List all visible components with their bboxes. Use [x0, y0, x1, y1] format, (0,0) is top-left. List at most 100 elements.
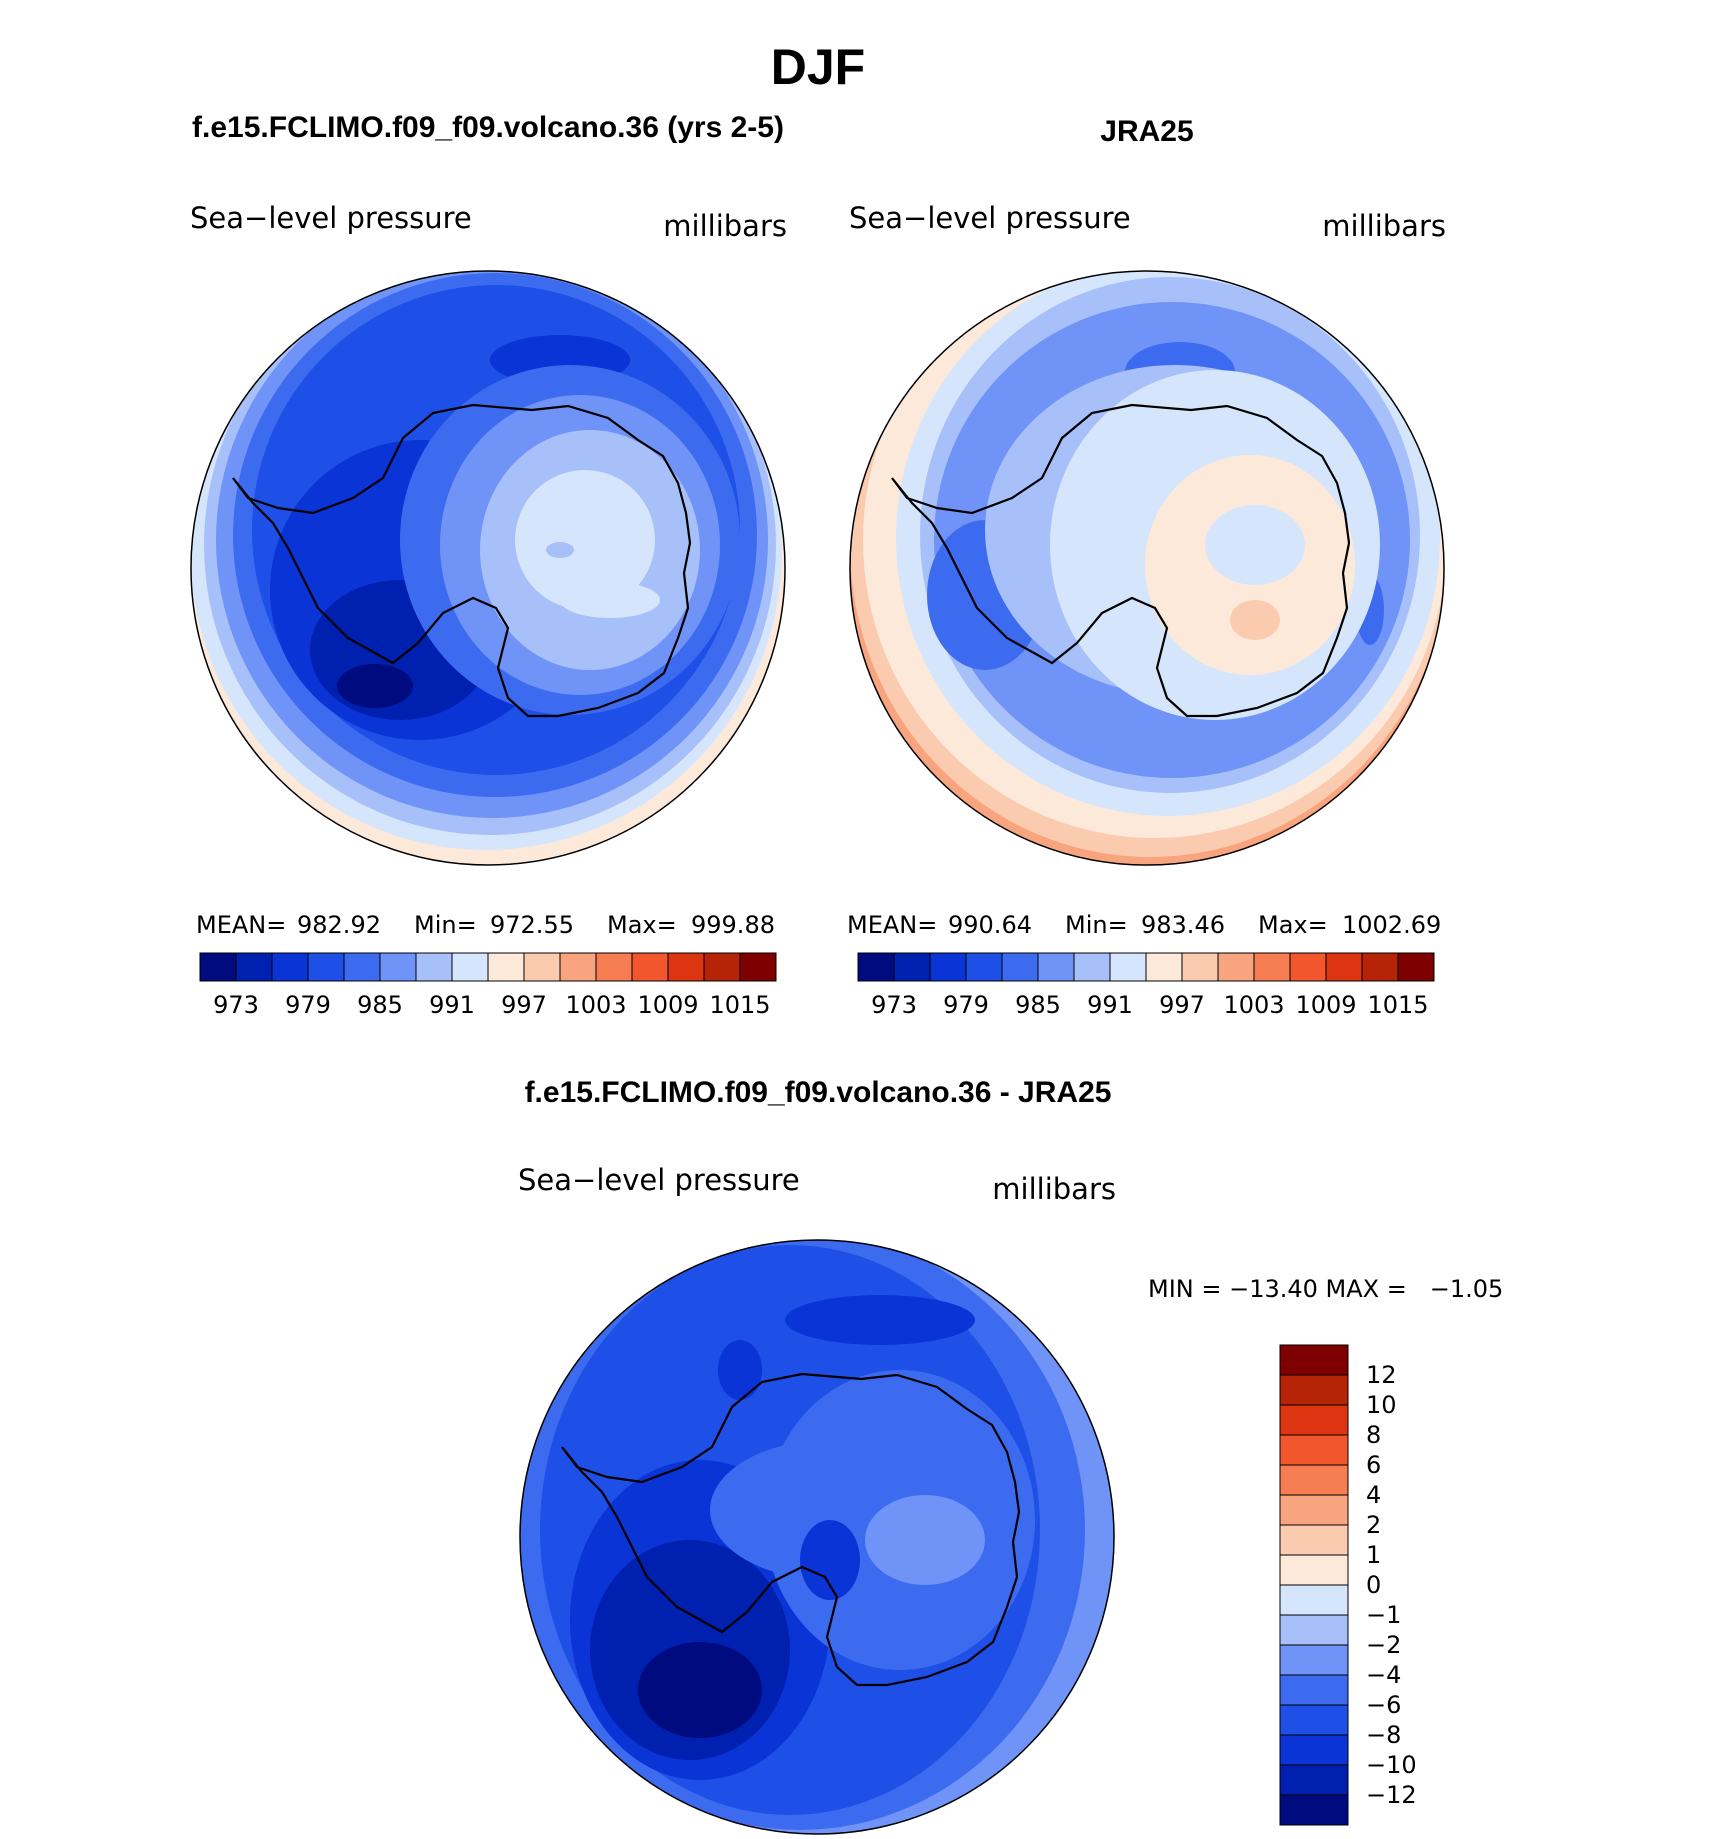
colorbar-swatch	[1279, 1374, 1349, 1406]
colorbar-swatch	[1109, 952, 1147, 982]
colorbar-swatch	[559, 952, 597, 982]
panel-model-variable: Sea−level pressure	[190, 201, 472, 235]
colorbar-swatch	[1279, 1464, 1349, 1496]
mean-value: 982.92	[297, 911, 381, 939]
min-value: 972.55	[490, 911, 574, 939]
mean-label: MEAN=	[196, 911, 286, 939]
panel-diff-map	[520, 1240, 1114, 1834]
colorbar-tick-label: 1015	[1367, 991, 1428, 1019]
colorbar-swatch	[631, 952, 669, 982]
panel-model-colorbar	[199, 952, 777, 982]
colorbar-swatch	[415, 952, 453, 982]
colorbar-swatch	[1279, 1734, 1349, 1766]
max-label: Max=	[607, 911, 677, 939]
panel-diff-boundary	[519, 1239, 1115, 1835]
panel-model-title: f.e15.FCLIMO.f09_f09.volcano.36 (yrs 2-5…	[192, 111, 784, 144]
colorbar-swatch	[1279, 1584, 1349, 1616]
colorbar-tick-label: −4	[1366, 1661, 1401, 1689]
colorbar-swatch	[1279, 1704, 1349, 1736]
min-label: Min=	[1065, 911, 1128, 939]
colorbar-tick-label: 991	[429, 991, 475, 1019]
colorbar-tick-label: 979	[285, 991, 331, 1019]
colorbar-swatch	[1279, 1554, 1349, 1586]
colorbar-swatch	[1001, 952, 1039, 982]
colorbar-tick-label: 1003	[1223, 991, 1284, 1019]
colorbar-tick-label: 973	[213, 991, 259, 1019]
colorbar-swatch	[1279, 1794, 1349, 1826]
panel-model-map	[191, 271, 785, 865]
panel-diff-minmax: MIN = −13.40 MAX = −1.05	[1148, 1275, 1503, 1303]
max-label: Max=	[1258, 911, 1328, 939]
colorbar-swatch	[307, 952, 345, 982]
colorbar-tick-label: 979	[943, 991, 989, 1019]
max-value: 1002.69	[1342, 911, 1441, 939]
colorbar-swatch	[739, 952, 777, 982]
colorbar-swatch	[595, 952, 633, 982]
colorbar-tick-label: 8	[1366, 1421, 1381, 1449]
colorbar-tick-label: 4	[1366, 1481, 1381, 1509]
panel-diff: f.e15.FCLIMO.f09_f09.volcano.36 - JRA25 …	[518, 1076, 1503, 1835]
panel-obs-boundary	[849, 270, 1445, 866]
colorbar-swatch	[1279, 1404, 1349, 1436]
colorbar-swatch	[929, 952, 967, 982]
colorbar-swatch	[667, 952, 705, 982]
colorbar-tick-label: −10	[1366, 1751, 1417, 1779]
colorbar-swatch	[1397, 952, 1435, 982]
panel-model-units: millibars	[663, 209, 787, 243]
colorbar-swatch	[857, 952, 895, 982]
colorbar-swatch	[1279, 1764, 1349, 1796]
max-value: 999.88	[691, 911, 775, 939]
colorbar-tick-label: 2	[1366, 1511, 1381, 1539]
colorbar-swatch	[1279, 1614, 1349, 1646]
colorbar-tick-label: 991	[1087, 991, 1133, 1019]
colorbar-swatch	[271, 952, 309, 982]
colorbar-swatch	[1181, 952, 1219, 982]
colorbar-tick-label: 973	[871, 991, 917, 1019]
colorbar-swatch	[965, 952, 1003, 982]
panel-model-stats: MEAN= 982.92 Min= 972.55 Max= 999.88	[196, 911, 775, 939]
colorbar-tick-label: −12	[1366, 1781, 1417, 1809]
panel-obs-units: millibars	[1322, 209, 1446, 243]
mean-value: 990.64	[948, 911, 1032, 939]
colorbar-swatch	[893, 952, 931, 982]
mean-label: MEAN=	[847, 911, 937, 939]
colorbar-swatch	[1325, 952, 1363, 982]
colorbar-tick-label: −1	[1366, 1601, 1401, 1629]
colorbar-swatch	[1361, 952, 1399, 982]
colorbar-swatch	[1279, 1434, 1349, 1466]
colorbar-tick-label: 1003	[565, 991, 626, 1019]
panel-obs-title: JRA25	[1100, 115, 1193, 148]
colorbar-swatch	[523, 952, 561, 982]
colorbar-tick-label: −8	[1366, 1721, 1401, 1749]
colorbar-swatch	[1253, 952, 1291, 982]
colorbar-tick-label: 10	[1366, 1391, 1397, 1419]
panel-obs-colorbar	[857, 952, 1435, 982]
panel-model: f.e15.FCLIMO.f09_f09.volcano.36 (yrs 2-5…	[190, 111, 787, 1019]
colorbar-swatch	[703, 952, 741, 982]
colorbar-tick-label: 997	[501, 991, 547, 1019]
colorbar-tick-label: 6	[1366, 1451, 1381, 1479]
colorbar-swatch	[1217, 952, 1255, 982]
colorbar-tick-label: −6	[1366, 1691, 1401, 1719]
colorbar-tick-label: −2	[1366, 1631, 1401, 1659]
panel-obs-stats: MEAN= 990.64 Min= 983.46 Max= 1002.69	[847, 911, 1441, 939]
colorbar-swatch	[199, 952, 237, 982]
colorbar-tick-label: 985	[357, 991, 403, 1019]
colorbar-tick-label: 985	[1015, 991, 1061, 1019]
colorbar-tick-label: 1	[1366, 1541, 1381, 1569]
colorbar-swatch	[1279, 1644, 1349, 1676]
colorbar-swatch	[451, 952, 489, 982]
colorbar-swatch	[1145, 952, 1183, 982]
colorbar-tick-label: 1009	[637, 991, 698, 1019]
colorbar-swatch	[1037, 952, 1075, 982]
colorbar-tick-label: 12	[1366, 1361, 1397, 1389]
colorbar-tick-label: 0	[1366, 1571, 1381, 1599]
panel-obs: JRA25 Sea−level pressure millibars MEAN=	[847, 115, 1446, 1019]
min-value: 983.46	[1141, 911, 1225, 939]
panel-diff-variable: Sea−level pressure	[518, 1163, 800, 1197]
colorbar-swatch	[1289, 952, 1327, 982]
colorbar-swatch	[1279, 1524, 1349, 1556]
colorbar-tick-label: 1009	[1295, 991, 1356, 1019]
